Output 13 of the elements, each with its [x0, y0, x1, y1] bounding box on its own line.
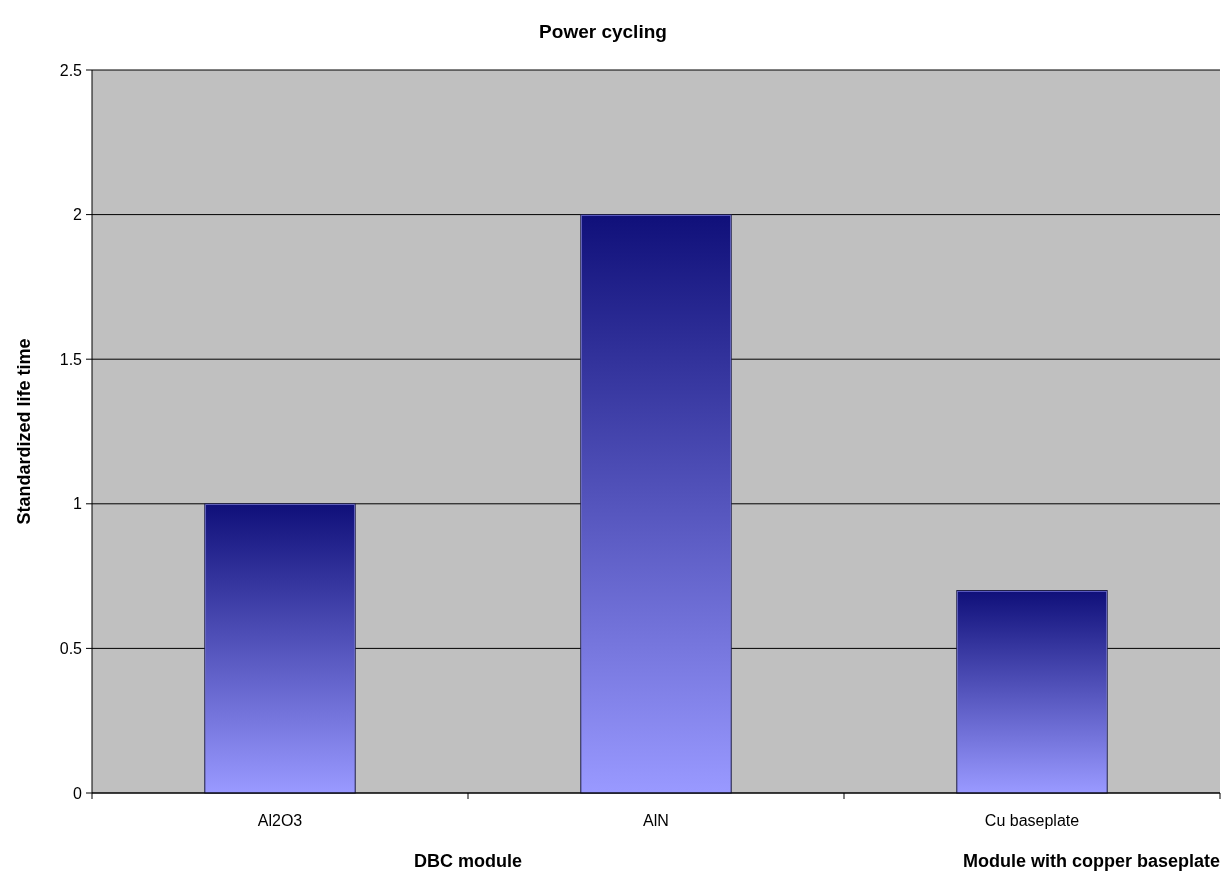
y-tick-label: 0: [73, 784, 83, 802]
chart-title: Power cycling: [539, 21, 667, 42]
y-tick-label: 0.5: [59, 640, 83, 657]
y-tick-label: 1: [73, 495, 83, 513]
y-tick-label: 2.5: [59, 61, 83, 79]
x-tick-label: Cu baseplate: [984, 812, 1080, 829]
y-tick-label: 1.5: [59, 350, 83, 368]
x-tick-label: AlN: [643, 812, 669, 829]
text: DBC module: [414, 851, 522, 871]
x-tick-label: Al2O3: [257, 812, 303, 829]
y-axis-title: Standardized life time: [14, 338, 34, 525]
y-tick-label: 2: [73, 206, 83, 224]
text: Module with copper baseplate: [962, 851, 1220, 871]
